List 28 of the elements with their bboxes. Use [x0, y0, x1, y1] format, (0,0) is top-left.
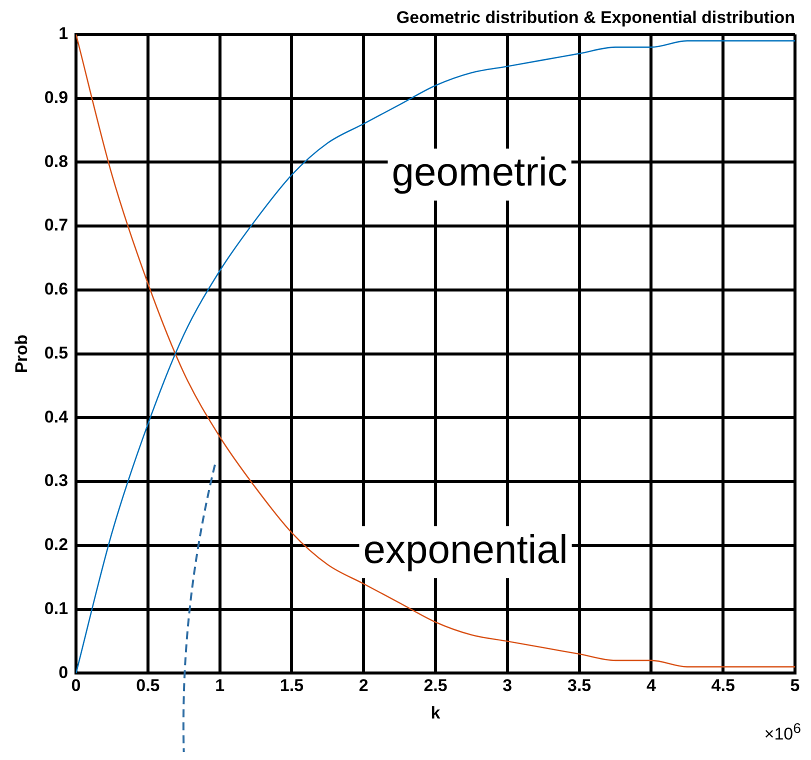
x-tick-label: 2	[358, 676, 368, 696]
y-tick-label: 0.7	[44, 216, 68, 235]
text: ×10$^{6}$	[764, 721, 801, 745]
y-tick-label: 1	[58, 24, 68, 44]
y-tick-label: 0.6	[44, 280, 68, 299]
y-tick-label: 0	[58, 662, 68, 682]
x-axis-title: k	[430, 703, 441, 722]
x-tick-label: 5	[790, 676, 800, 696]
series-label: geometric	[392, 150, 568, 195]
x-tick-label: 1.5	[280, 676, 304, 696]
y-tick-label: 0.2	[44, 535, 68, 554]
x-tick-label: 4.5	[711, 676, 735, 696]
series-label: exponential	[363, 528, 568, 572]
x-tick-label: 0	[71, 676, 81, 696]
y-tick-label: 0.1	[44, 599, 68, 618]
y-tick-label: 0.5	[44, 343, 68, 362]
x-tick-label: 3	[502, 676, 512, 696]
y-tick-label: 0.3	[44, 471, 68, 490]
y-axis-title: Prob	[12, 334, 31, 374]
x-tick-label: 1	[215, 676, 225, 696]
x-tick-label: 3.5	[567, 676, 592, 696]
x-tick-label: 2.5	[424, 676, 448, 696]
chart-title: Geometric distribution & Exponential distribution	[396, 8, 795, 27]
x-tick-label: 4	[646, 676, 656, 696]
y-tick-label: 0.4	[44, 407, 69, 426]
y-tick-label: 0.9	[44, 88, 68, 107]
y-tick-label: 0.8	[44, 152, 68, 171]
x-tick-label: 0.5	[136, 676, 160, 696]
